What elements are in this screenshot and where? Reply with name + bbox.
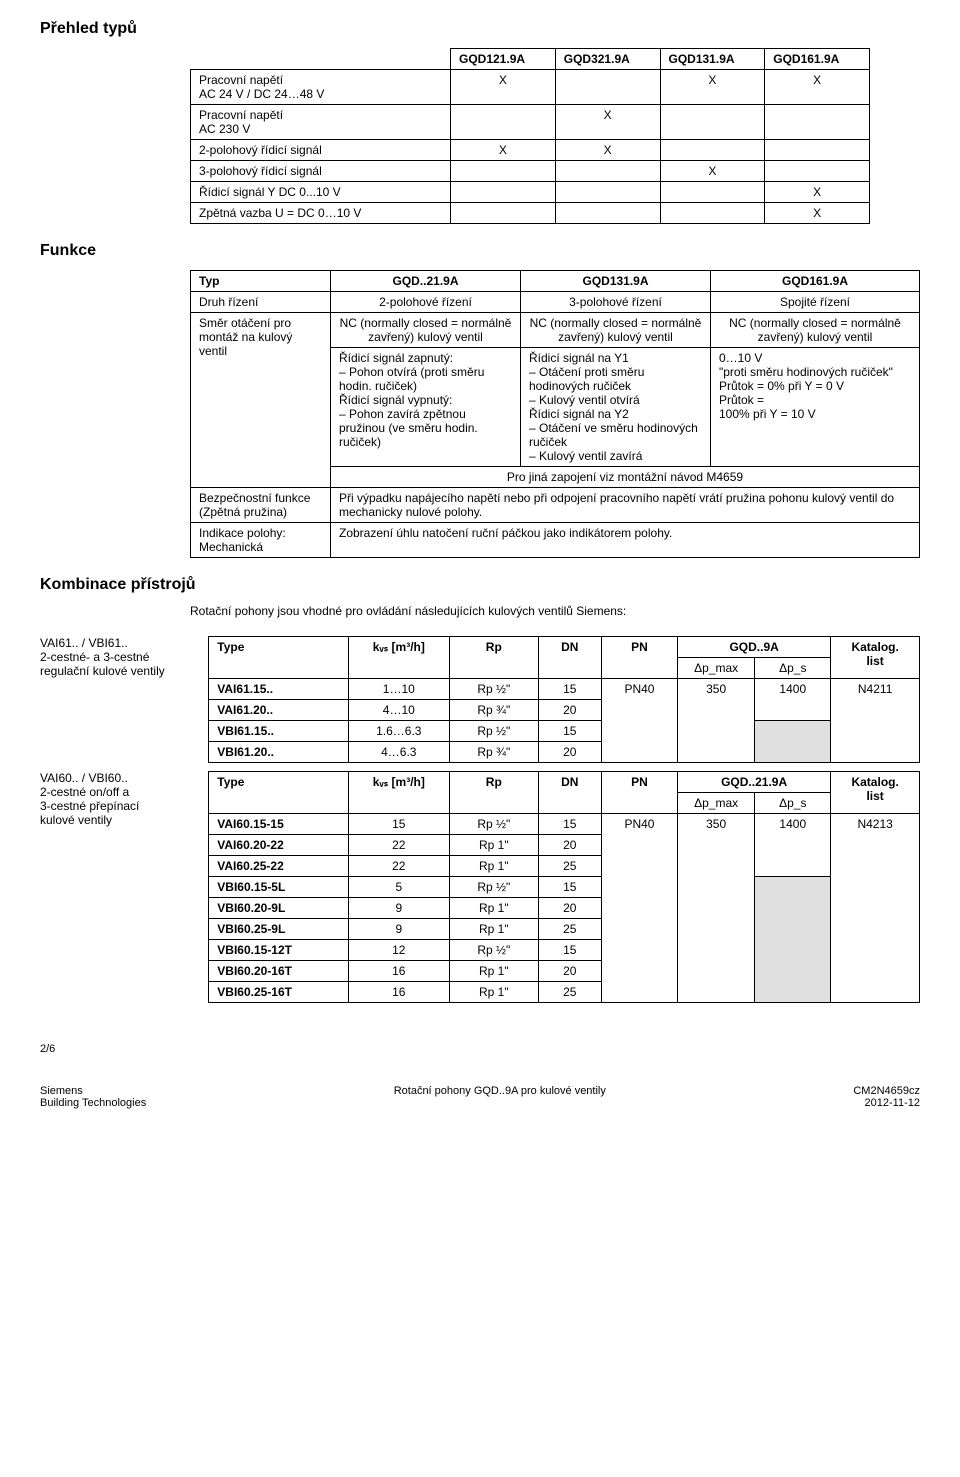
table-row: 2-polohový řídicí signálXX: [191, 140, 870, 161]
valve-table-1: Type kᵥₛ [m³/h] Rp DN PN GQD..9A Katalog…: [208, 636, 920, 763]
table-row: VAI61.15..1…10Rp ½"15 PN40 350 1400 N421…: [209, 679, 920, 700]
overview-table: GQD121.9A GQD321.9A GQD131.9A GQD161.9A …: [190, 48, 870, 224]
table-row: Type kᵥₛ [m³/h] Rp DN PN GQD..9A Katalog…: [209, 637, 920, 658]
table-row: 3-polohový řídicí signálX: [191, 161, 870, 182]
col-head: GQD121.9A: [451, 49, 556, 70]
table-row: Typ GQD..21.9A GQD131.9A GQD161.9A: [191, 271, 920, 292]
col-head: GQD161.9A: [765, 49, 870, 70]
table-row: Pracovní napětí AC 230 VX: [191, 105, 870, 140]
table-row: Řídicí signál Y DC 0...10 VX: [191, 182, 870, 203]
valve-set-label: VAI60.. / VBI60.. 2-cestné on/off a 3-ce…: [40, 771, 188, 827]
valve-table-2: Type kᵥₛ [m³/h] Rp DN PN GQD..21.9A Kata…: [208, 771, 920, 1003]
rotational-note: Rotační pohony jsou vhodné pro ovládání …: [190, 604, 920, 618]
col-head: GQD131.9A: [660, 49, 765, 70]
footer-title: Rotační pohony GQD..9A pro kulové ventil…: [394, 1085, 606, 1109]
footer-doc-id: CM2N4659cz: [853, 1085, 920, 1097]
functions-title: Funkce: [40, 242, 920, 260]
table-row: GQD121.9A GQD321.9A GQD131.9A GQD161.9A: [191, 49, 870, 70]
table-row: Type kᵥₛ [m³/h] Rp DN PN GQD..21.9A Kata…: [209, 772, 920, 793]
overview-title: Přehled typů: [40, 20, 920, 38]
col-head: GQD321.9A: [555, 49, 660, 70]
table-row: Druh řízení 2-polohové řízení 3-polohové…: [191, 292, 920, 313]
page-number: 2/6: [40, 1043, 920, 1055]
table-row: Směr otáčení pro montáž na kulový ventil…: [191, 313, 920, 348]
table-row: VBI60.15-5L5Rp ½"15: [209, 877, 920, 898]
table-row: Pracovní napětí AC 24 V / DC 24…48 VXXX: [191, 70, 870, 105]
table-row: VBI61.15..1.6…6.3Rp ½"15: [209, 721, 920, 742]
combinations-title: Kombinace přístrojů: [40, 576, 920, 594]
footer-division: Building Technologies: [40, 1097, 146, 1109]
footer-date: 2012-11-12: [853, 1097, 920, 1109]
footer-brand: Siemens: [40, 1085, 146, 1097]
page-footer: Siemens Building Technologies Rotační po…: [40, 1085, 920, 1109]
table-row: Indikace polohy: Mechanická Zobrazení úh…: [191, 523, 920, 558]
table-row: Bezpečnostní funkce (Zpětná pružina) Při…: [191, 488, 920, 523]
valve-set-label: VAI61.. / VBI61.. 2-cestné- a 3-cestné r…: [40, 636, 188, 678]
table-row: Zpětná vazba U = DC 0…10 VX: [191, 203, 870, 224]
table-row: VAI60.15-1515Rp ½"15 PN40 350 1400 N4213: [209, 814, 920, 835]
functions-table: Typ GQD..21.9A GQD131.9A GQD161.9A Druh …: [190, 270, 920, 558]
